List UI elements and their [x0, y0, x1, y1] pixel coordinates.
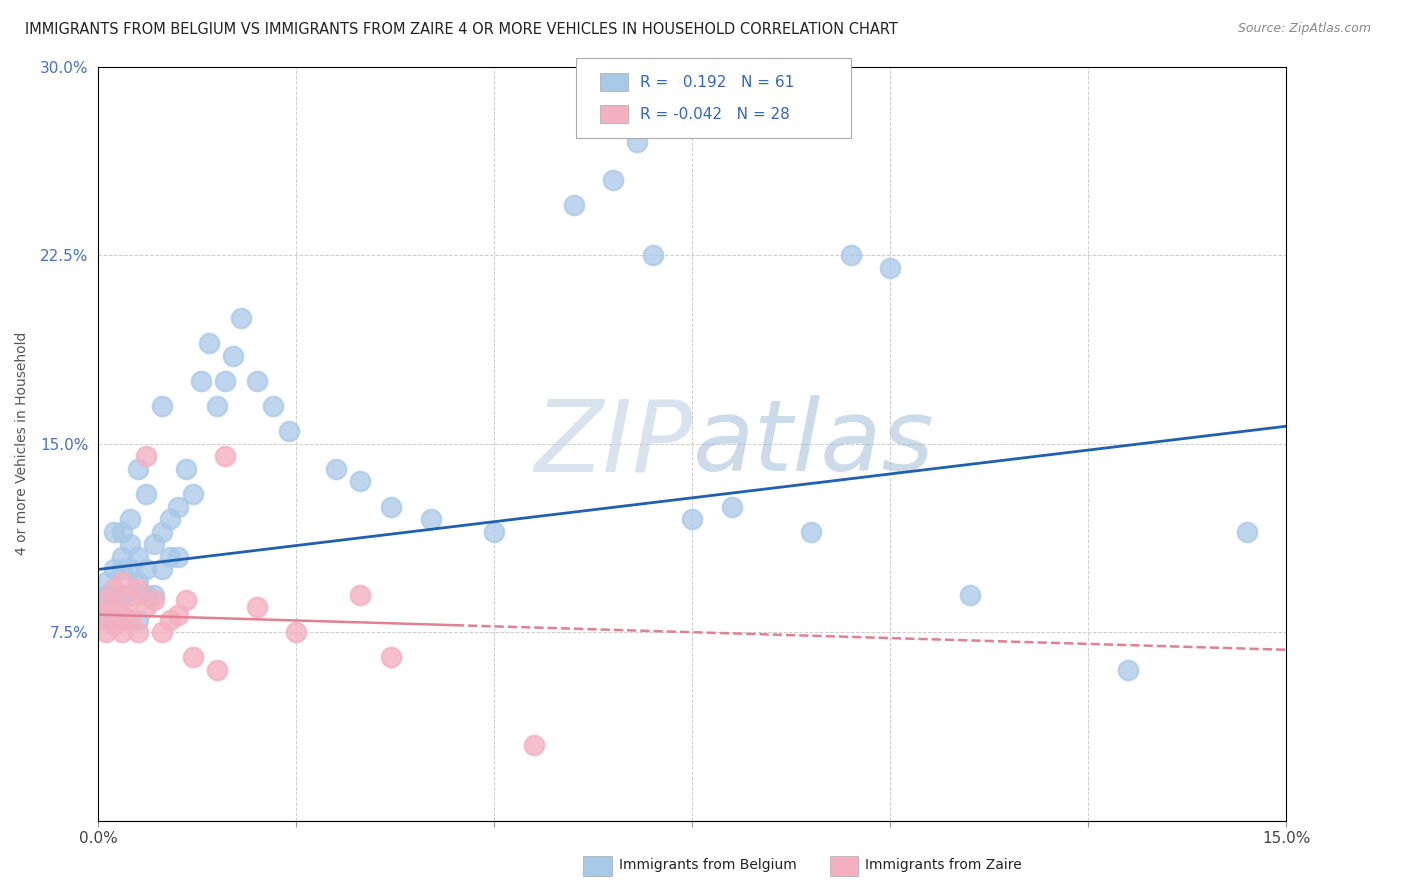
Point — [135, 487, 157, 501]
Point — [127, 574, 149, 589]
Point — [103, 588, 125, 602]
Point — [174, 592, 197, 607]
Point — [127, 462, 149, 476]
Point — [111, 588, 134, 602]
Point — [142, 537, 165, 551]
Point — [166, 500, 188, 514]
Point — [103, 600, 125, 615]
Text: R =   0.192   N = 61: R = 0.192 N = 61 — [640, 75, 794, 89]
Point — [142, 592, 165, 607]
Point — [111, 613, 134, 627]
Point — [127, 613, 149, 627]
Point — [183, 650, 205, 665]
Point — [103, 613, 125, 627]
Point — [96, 588, 118, 602]
Point — [150, 562, 173, 576]
Point — [96, 613, 118, 627]
Point — [222, 349, 245, 363]
Point — [135, 588, 157, 602]
Point — [285, 625, 308, 640]
Point — [159, 512, 181, 526]
Y-axis label: 4 or more Vehicles in Household: 4 or more Vehicles in Household — [15, 332, 30, 556]
Point — [205, 663, 228, 677]
Point — [246, 374, 269, 388]
Point — [277, 424, 299, 438]
Point — [103, 582, 125, 597]
Point — [127, 549, 149, 564]
Point — [150, 625, 173, 640]
Point — [135, 450, 157, 464]
Point — [214, 450, 236, 464]
Point — [166, 607, 188, 622]
Point — [626, 135, 648, 149]
Point — [1116, 663, 1139, 677]
Point — [380, 500, 402, 514]
Point — [214, 374, 236, 388]
Point — [120, 588, 142, 602]
Point — [190, 374, 212, 388]
Point — [721, 500, 744, 514]
Point — [641, 248, 664, 262]
Point — [159, 613, 181, 627]
Point — [127, 582, 149, 597]
Point — [96, 625, 118, 640]
Point — [103, 617, 125, 632]
Point — [198, 336, 221, 351]
Text: Source: ZipAtlas.com: Source: ZipAtlas.com — [1237, 22, 1371, 36]
Point — [602, 173, 624, 187]
Text: Immigrants from Belgium: Immigrants from Belgium — [619, 858, 796, 872]
Point — [959, 588, 981, 602]
Point — [523, 739, 546, 753]
Point — [120, 562, 142, 576]
Point — [325, 462, 347, 476]
Point — [120, 592, 142, 607]
Point — [103, 524, 125, 539]
Point — [111, 562, 134, 576]
Text: atlas: atlas — [692, 395, 934, 492]
Point — [120, 613, 142, 627]
Point — [484, 524, 506, 539]
Point — [229, 311, 252, 326]
Point — [420, 512, 443, 526]
Point — [111, 549, 134, 564]
Point — [800, 524, 823, 539]
Text: IMMIGRANTS FROM BELGIUM VS IMMIGRANTS FROM ZAIRE 4 OR MORE VEHICLES IN HOUSEHOLD: IMMIGRANTS FROM BELGIUM VS IMMIGRANTS FR… — [25, 22, 898, 37]
Point — [96, 592, 118, 607]
Point — [135, 600, 157, 615]
Point — [246, 600, 269, 615]
Point — [879, 260, 901, 275]
Point — [142, 588, 165, 602]
Text: ZIP: ZIP — [534, 395, 692, 492]
Point — [380, 650, 402, 665]
Point — [111, 607, 134, 622]
Point — [349, 588, 371, 602]
Point — [205, 399, 228, 413]
Point — [96, 600, 118, 615]
Point — [150, 524, 173, 539]
Point — [135, 562, 157, 576]
Point — [562, 198, 585, 212]
Text: Immigrants from Zaire: Immigrants from Zaire — [865, 858, 1021, 872]
Text: R = -0.042   N = 28: R = -0.042 N = 28 — [640, 107, 790, 121]
Point — [96, 574, 118, 589]
Point — [120, 512, 142, 526]
Point — [96, 607, 118, 622]
Point — [174, 462, 197, 476]
Point — [183, 487, 205, 501]
Point — [120, 537, 142, 551]
Point — [839, 248, 862, 262]
Point — [262, 399, 284, 413]
Point — [1236, 524, 1258, 539]
Point — [103, 562, 125, 576]
Point — [681, 512, 703, 526]
Point — [111, 524, 134, 539]
Point — [159, 549, 181, 564]
Point — [111, 574, 134, 589]
Point — [111, 625, 134, 640]
Point — [127, 625, 149, 640]
Point — [349, 475, 371, 489]
Point — [150, 399, 173, 413]
Point — [166, 549, 188, 564]
